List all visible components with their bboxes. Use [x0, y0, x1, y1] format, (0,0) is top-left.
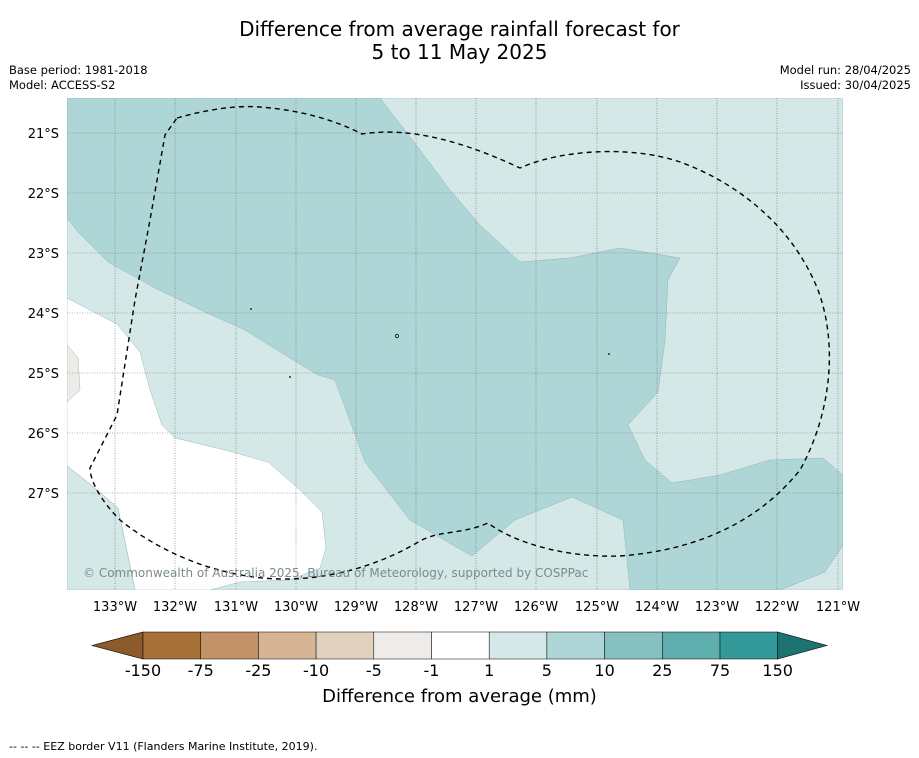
colorbar-segment: [373, 631, 432, 660]
map-title: Difference from average rainfall forecas…: [0, 18, 919, 64]
lat-label: 26°S: [28, 427, 59, 442]
colorbar-tick-label: -75: [188, 661, 214, 680]
colorbar-segment: [258, 631, 317, 660]
lat-label: 21°S: [28, 127, 59, 142]
region-5-to-10-main: [67, 98, 843, 590]
lon-label: 127°W: [454, 600, 498, 615]
lat-labels: 21°S 22°S 23°S 24°S 25°S 26°S 27°S: [28, 127, 59, 502]
lat-label: 27°S: [28, 487, 59, 502]
lat-label: 24°S: [28, 307, 59, 322]
colorbar-ticks: -150 -75 -25 -10 -5 -1 1 5 10 25 75 150: [125, 661, 793, 680]
colorbar-tick-label: 5: [542, 661, 552, 680]
colorbar-segment: [488, 631, 548, 660]
lon-labels: 133°W 132°W 131°W 130°W 129°W 128°W 127°W 126°W…: [93, 600, 860, 615]
title-line-1: Difference from average rainfall forecas…: [239, 17, 680, 41]
region-1-to-5-south: [67, 465, 136, 590]
lon-label: 131°W: [214, 600, 258, 615]
region-minus5-to-minus1: [67, 344, 81, 403]
colorbar-segment: [142, 631, 201, 660]
colorbar-low-extend: [90, 631, 144, 660]
colorbar-tick-label: 25: [652, 661, 672, 680]
colorbar-tick-label: -10: [303, 661, 329, 680]
lon-label: 126°W: [514, 600, 558, 615]
lat-label: 23°S: [28, 247, 59, 262]
lon-label: 132°W: [153, 600, 197, 615]
colorbar-segment: [431, 631, 490, 660]
colorbar-tick-label: -25: [245, 661, 271, 680]
lon-label: 128°W: [394, 600, 438, 615]
rainfall-field: [67, 98, 843, 590]
colorbar-tick-label: 75: [710, 661, 730, 680]
colorbar-tick-label: 150: [762, 661, 793, 680]
lon-label: 123°W: [695, 600, 739, 615]
colorbar-tick-label: -150: [125, 661, 161, 680]
colorbar-high-extend: [777, 631, 829, 660]
lat-gridlines: [67, 132, 843, 494]
colorbar-tick-label: 10: [594, 661, 614, 680]
colorbar-segment: [719, 631, 778, 660]
footnote: -- -- -- EEZ border V11 (Flanders Marine…: [9, 740, 318, 753]
colorbar-segment: [604, 631, 663, 660]
lon-label: 122°W: [755, 600, 799, 615]
colorbar-tick-label: -5: [366, 661, 382, 680]
lon-gridlines: [114, 98, 839, 590]
colorbar-segment: [200, 631, 259, 660]
colorbar-tick-label: -1: [424, 661, 440, 680]
base-period-text: Base period: 1981-2018: [9, 63, 148, 77]
lon-label: 133°W: [93, 600, 137, 615]
model-run-text: Model run: 28/04/2025: [779, 63, 911, 77]
colorbar-segment: [546, 631, 605, 660]
lon-label: 124°W: [635, 600, 679, 615]
colorbar: [90, 631, 829, 660]
lon-label: 130°W: [274, 600, 318, 615]
lat-label: 25°S: [28, 367, 59, 382]
model-text: Model: ACCESS-S2: [9, 78, 116, 92]
title-line-2: 5 to 11 May 2025: [371, 40, 548, 64]
colorbar-label: Difference from average (mm): [322, 686, 597, 707]
colorbar-tick-label: 1: [484, 661, 494, 680]
island-marks: [250, 308, 610, 378]
colorbar-segment: [662, 631, 721, 660]
lon-label: 121°W: [816, 600, 860, 615]
lon-label: 129°W: [334, 600, 378, 615]
lon-label: 125°W: [575, 600, 619, 615]
issued-text: Issued: 30/04/2025: [800, 78, 911, 92]
lat-label: 22°S: [28, 187, 59, 202]
copyright-text: © Commonwealth of Australia 2025, Bureau…: [83, 566, 588, 580]
colorbar-segment: [315, 631, 375, 660]
run-info: Model run: 28/04/2025 Issued: 30/04/2025: [780, 63, 911, 93]
base-info: Base period: 1981-2018 Model: ACCESS-S2: [9, 63, 148, 93]
